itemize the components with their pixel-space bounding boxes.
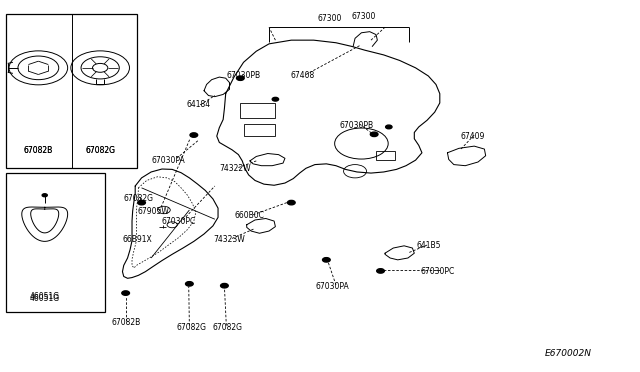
- Circle shape: [287, 201, 295, 205]
- Text: 67030PB: 67030PB: [227, 71, 260, 80]
- Text: 67082B: 67082B: [111, 318, 140, 327]
- Circle shape: [272, 97, 278, 101]
- Text: 67300: 67300: [351, 12, 376, 21]
- Text: 64184: 64184: [187, 100, 211, 109]
- Bar: [6, 173, 105, 311]
- Circle shape: [377, 269, 385, 273]
- Circle shape: [122, 291, 129, 295]
- Text: 67030PA: 67030PA: [316, 282, 349, 291]
- Text: E670002N: E670002N: [545, 350, 592, 359]
- Bar: [244, 124, 275, 136]
- Text: 67082G: 67082G: [176, 323, 206, 332]
- Text: 67905W: 67905W: [137, 207, 169, 217]
- Text: 67082G: 67082G: [212, 323, 243, 332]
- Text: 67082G: 67082G: [85, 147, 115, 155]
- Text: 67030PC: 67030PC: [420, 267, 455, 276]
- Text: 74323W: 74323W: [214, 235, 245, 244]
- Circle shape: [237, 76, 244, 80]
- Text: 67082G: 67082G: [85, 147, 115, 155]
- Circle shape: [386, 125, 392, 129]
- Text: 641B5: 641B5: [416, 241, 440, 250]
- Text: 66B91X: 66B91X: [122, 235, 152, 244]
- Text: 67030PA: 67030PA: [152, 155, 185, 165]
- Text: 67082B: 67082B: [24, 147, 53, 155]
- Text: 67408: 67408: [290, 71, 314, 80]
- Circle shape: [221, 283, 228, 288]
- Circle shape: [42, 194, 47, 197]
- Circle shape: [138, 201, 145, 205]
- Circle shape: [190, 133, 198, 137]
- Text: 46051G: 46051G: [29, 294, 60, 303]
- Text: 67300: 67300: [317, 13, 342, 22]
- Text: 67030PB: 67030PB: [340, 121, 374, 129]
- Text: 67082G: 67082G: [124, 195, 154, 203]
- Circle shape: [323, 258, 330, 262]
- Text: 46051G: 46051G: [29, 292, 60, 301]
- Bar: [376, 151, 395, 160]
- Text: 660B0C: 660B0C: [235, 211, 265, 220]
- Circle shape: [371, 132, 378, 137]
- Text: 67082B: 67082B: [24, 147, 53, 155]
- Text: 67409: 67409: [461, 132, 485, 141]
- Bar: [241, 103, 275, 118]
- Text: 67030PC: 67030PC: [161, 217, 196, 225]
- Text: 74322W: 74322W: [220, 164, 251, 173]
- Circle shape: [186, 282, 193, 286]
- Bar: [6, 14, 137, 167]
